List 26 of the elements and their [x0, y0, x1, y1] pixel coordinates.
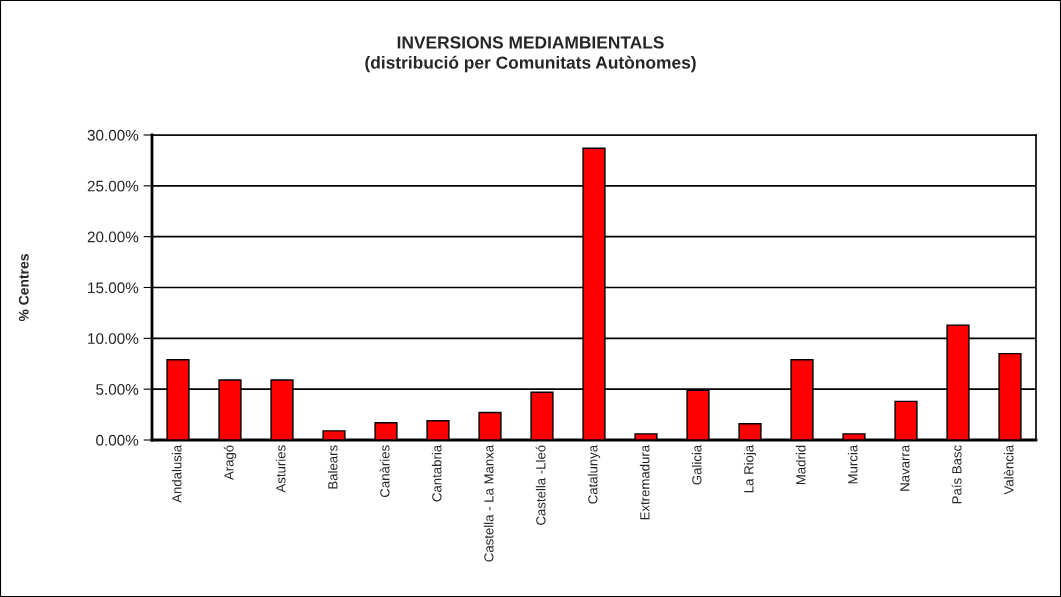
y-tick-label: 15.00% — [88, 282, 139, 294]
x-tick-label: Catalunya — [587, 444, 601, 504]
x-tick-label: Castella - La Manxa — [483, 444, 494, 562]
x-tick-label: País Basc — [951, 445, 962, 504]
x-tick-label: Cantabria — [431, 444, 442, 502]
x-tick-label: Navarra — [900, 444, 910, 491]
x-tick-label: Galicia — [691, 444, 702, 485]
x-tick-label: Andalusia — [171, 444, 182, 503]
y-tick-label: 25.00% — [87, 180, 139, 192]
x-tick-label: València — [1003, 444, 1014, 495]
chart-title: INVERSIONS MEDIAMBIENTALS (distribució per Comunitats Autònomes) — [365, 36, 696, 73]
y-tick-label: 30.00% — [87, 129, 139, 141]
y-axis-title: % Centres — [18, 254, 29, 322]
x-tick-label: Extremadura — [639, 444, 650, 520]
x-tick-label: Castella -Lleó — [535, 445, 546, 525]
x-tick-label: Aragó — [223, 445, 237, 481]
y-tick-label: 5.00% — [96, 384, 139, 395]
x-tick-label: Canàries — [379, 445, 390, 497]
x-tick-label: Balears — [327, 445, 338, 489]
y-tick-label: 0.00% — [96, 434, 139, 446]
y-tick-label: 10.00% — [88, 333, 139, 345]
x-tick-label: La Rioja — [743, 444, 757, 493]
x-tick-label: Madrid — [795, 445, 806, 485]
y-tick-label: 20.00% — [87, 231, 139, 243]
x-tick-label: Asturies — [275, 445, 286, 493]
x-tick-label: Murcia — [847, 444, 858, 484]
